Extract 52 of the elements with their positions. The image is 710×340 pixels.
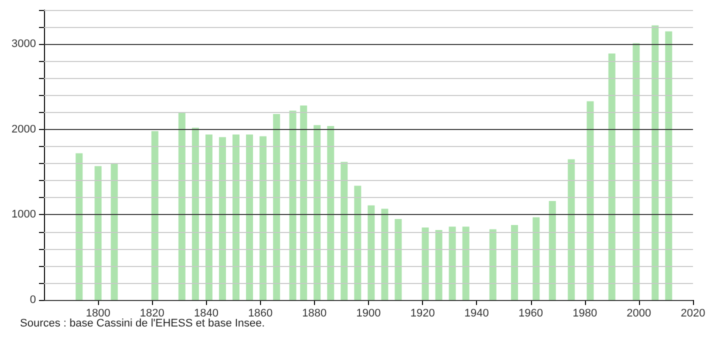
x-tick-label: 2000 xyxy=(626,308,652,320)
x-tick-label: 2020 xyxy=(680,308,706,320)
bar xyxy=(422,228,429,300)
bar xyxy=(548,201,556,300)
bar xyxy=(246,134,254,300)
x-tick-label: 1800 xyxy=(86,308,110,320)
bar xyxy=(665,31,672,300)
x-tick-label: 1940 xyxy=(464,308,489,320)
bar xyxy=(632,43,640,300)
bar xyxy=(489,229,496,300)
bar xyxy=(394,218,402,300)
bar xyxy=(289,110,296,300)
bar xyxy=(448,226,456,300)
x-tick-label: 1960 xyxy=(518,308,543,320)
bar xyxy=(568,159,575,300)
bar xyxy=(94,166,102,300)
bar xyxy=(327,126,334,300)
bar xyxy=(652,25,659,300)
bar xyxy=(151,131,158,300)
bar xyxy=(205,134,212,300)
y-tick-label: 0 xyxy=(30,294,36,306)
bar xyxy=(232,134,240,300)
bar xyxy=(511,224,518,300)
x-tick-label: 1980 xyxy=(572,308,598,320)
bar xyxy=(462,226,470,300)
x-tick-label: 1840 xyxy=(194,308,218,320)
bar xyxy=(110,164,118,300)
y-tick-label: 1000 xyxy=(12,208,36,221)
bar xyxy=(586,101,594,300)
bar xyxy=(192,128,199,300)
x-tick-label: 1880 xyxy=(302,308,327,320)
y-tick-label: 2000 xyxy=(12,123,36,136)
bar xyxy=(260,136,267,300)
source-note: Sources : base Cassini de l'EHESS et base Insee. xyxy=(20,318,265,330)
bar xyxy=(354,186,362,300)
bar xyxy=(76,153,83,300)
bar xyxy=(368,205,375,300)
bar xyxy=(381,208,388,300)
bar xyxy=(218,137,226,300)
x-tick-label: 1920 xyxy=(410,308,435,320)
x-tick-label: 1900 xyxy=(356,308,381,320)
bar xyxy=(435,230,442,300)
bar xyxy=(300,106,308,300)
x-tick-label: 1820 xyxy=(140,308,164,320)
bar xyxy=(608,54,616,300)
bar xyxy=(273,114,280,300)
x-tick-label: 1860 xyxy=(248,308,273,320)
bar xyxy=(532,217,540,300)
bar xyxy=(314,125,321,300)
y-tick-label: 3000 xyxy=(12,38,36,50)
bar xyxy=(340,162,348,300)
bar xyxy=(178,112,186,300)
